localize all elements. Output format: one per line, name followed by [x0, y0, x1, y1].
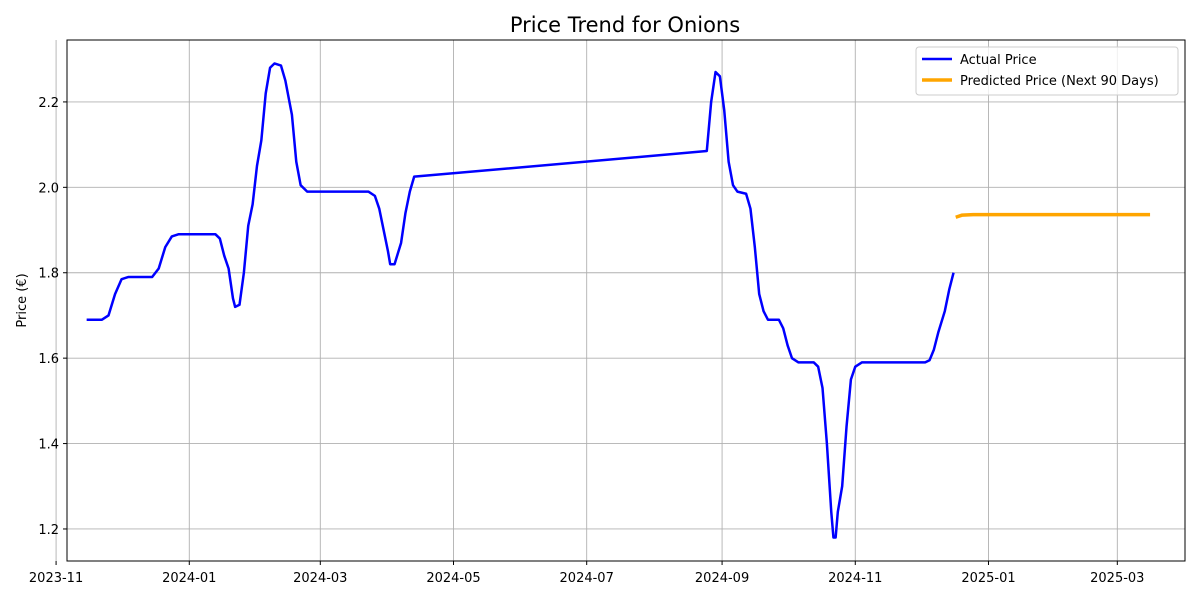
x-tick-label: 2025-01	[961, 571, 1015, 586]
y-tick-label: 1.4	[38, 438, 59, 453]
y-tick-label: 2.0	[38, 181, 59, 196]
x-tick-label: 2023-11	[29, 571, 83, 586]
legend-box	[915, 46, 1179, 96]
y-tick-label: 1.8	[38, 267, 59, 282]
legend-label: Actual Price	[960, 53, 1037, 68]
x-tick-label: 2024-07	[560, 571, 614, 586]
y-axis-label: Price (€)	[15, 273, 30, 327]
x-tick-label: 2024-11	[828, 571, 882, 586]
chart-title: Price Trend for Onions	[510, 13, 740, 37]
plot-frame	[66, 39, 1186, 562]
series-line-0	[86, 62, 955, 539]
y-tick-label: 1.2	[38, 523, 59, 538]
series-line-1	[955, 212, 1151, 219]
grid	[55, 40, 1185, 561]
y-tick-label: 2.2	[38, 96, 59, 111]
legend-label: Predicted Price (Next 90 Days)	[960, 74, 1159, 89]
x-tick-label: 2025-03	[1090, 571, 1144, 586]
x-tick-label: 2024-03	[293, 571, 347, 586]
legend: Actual Price Predicted Price (Next 90 Day…	[915, 46, 1179, 96]
x-tick-label: 2024-01	[162, 571, 216, 586]
series-lines	[86, 62, 1151, 539]
x-tick-label: 2024-05	[426, 571, 480, 586]
y-tick-label: 1.6	[38, 352, 59, 367]
x-tick-label: 2024-09	[695, 571, 749, 586]
axes: 2023-11 2024-01 2024-03 2024-05 2024-07 2024-…	[29, 96, 1145, 586]
